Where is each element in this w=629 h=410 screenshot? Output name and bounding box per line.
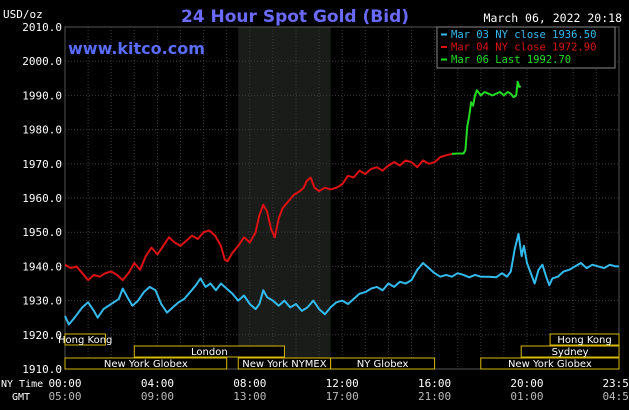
session-label: Sydney — [552, 347, 589, 358]
session-label: Hong Kong — [58, 335, 112, 346]
x-tick-label-ny: 12:00 — [326, 377, 359, 390]
y-tick-label: 1980.0 — [22, 124, 62, 137]
legend-entry: Mar 06 Last 1992.70 — [451, 54, 571, 66]
watermark-link[interactable]: www.kitco.com — [68, 39, 205, 58]
price-series — [64, 80, 619, 326]
y-tick-label: 1930.0 — [22, 295, 62, 308]
y-tick-label: 1970.0 — [22, 158, 62, 171]
x-tick-label-gmt: 17:00 — [326, 390, 359, 403]
x-tick-label-gmt: 13:00 — [233, 390, 266, 403]
legend-entry: Mar 03 NY close 1936.50 — [451, 29, 596, 41]
x-tick-label-ny: 16:00 — [418, 377, 451, 390]
session-bar — [549, 333, 620, 346]
y-tick-label: 1950.0 — [22, 226, 62, 239]
session-bar — [330, 357, 436, 370]
session-bar — [520, 345, 620, 358]
session-bar — [480, 357, 620, 370]
y-tick-label: 2010.0 — [22, 21, 62, 34]
x-tick-label-ny: 20:00 — [510, 377, 543, 390]
series-line — [64, 152, 453, 282]
session-bar — [133, 345, 285, 358]
legend-box — [436, 26, 616, 69]
session-label: Hong Kong — [557, 335, 611, 346]
x-tick-label-gmt: 04:59 — [602, 390, 629, 403]
x-tick-label-gmt: 01:00 — [510, 390, 543, 403]
x-tick-label-ny: 00:00 — [48, 377, 81, 390]
x-tick-label-ny: 04:00 — [141, 377, 174, 390]
session-label: New York Globex — [104, 359, 188, 370]
y-tick-label: 1990.0 — [22, 89, 62, 102]
session-bar — [64, 333, 106, 346]
y-tick-label: 2000.0 — [22, 55, 62, 68]
session-label: New York Globex — [508, 359, 592, 370]
series-line — [451, 80, 522, 155]
x-tick-label-gmt: 21:00 — [418, 390, 451, 403]
series-line — [64, 232, 619, 326]
timestamp: March 06, 2022 20:18 — [484, 11, 623, 25]
y-tick-label: 1960.0 — [22, 192, 62, 205]
legend-entry: Mar 04 NY close 1972.90 — [451, 42, 596, 54]
y-tick-label: 1940.0 — [22, 260, 62, 273]
x-tick-label-ny: 08:00 — [233, 377, 266, 390]
session-label: NY Globex — [357, 359, 409, 370]
chart-title: 24 Hour Spot Gold (Bid) — [181, 7, 409, 27]
grid-lines — [65, 26, 619, 370]
x-tick-label-gmt: 09:00 — [141, 390, 174, 403]
gmt-row-label: GMT — [12, 392, 30, 403]
session-bar — [64, 357, 228, 370]
y-axis-ticks: 1910.0 1920.0 1930.0 1940.0 1950.0 1960.0 1970… — [22, 21, 62, 376]
ny-time-row-label: NY Time — [1, 379, 43, 390]
y-tick-label: 1910.0 — [22, 363, 62, 376]
unit-label: USD/oz — [3, 8, 43, 21]
x-tick-label-ny: 23:59 — [602, 377, 629, 390]
session-label: London — [191, 347, 228, 358]
session-label: New York NYMEX — [242, 359, 327, 370]
x-tick-label-gmt: 05:00 — [48, 390, 81, 403]
y-tick-label: 1920.0 — [22, 329, 62, 342]
